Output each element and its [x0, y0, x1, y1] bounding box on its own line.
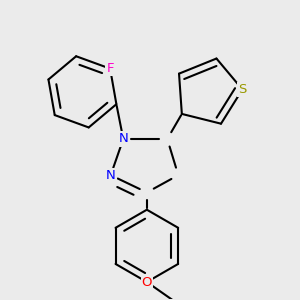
Text: N: N	[118, 133, 128, 146]
Text: F: F	[106, 62, 114, 75]
Text: O: O	[142, 275, 152, 289]
Text: N: N	[106, 169, 116, 182]
Text: S: S	[238, 83, 247, 96]
